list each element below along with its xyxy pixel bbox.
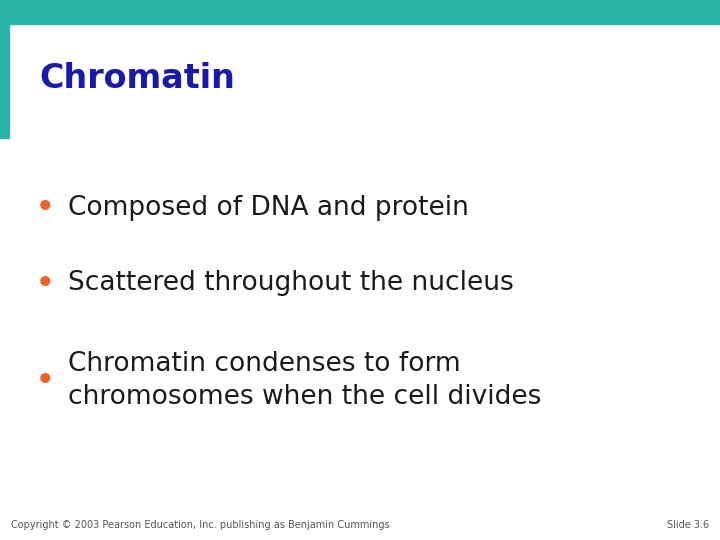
Text: Chromatin: Chromatin	[40, 62, 235, 95]
Text: Composed of DNA and protein: Composed of DNA and protein	[68, 195, 469, 221]
Text: Copyright © 2003 Pearson Education, Inc. publishing as Benjamin Cummings: Copyright © 2003 Pearson Education, Inc.…	[11, 520, 390, 530]
Text: •: •	[35, 267, 55, 300]
Text: Slide 3.6: Slide 3.6	[667, 520, 709, 530]
Text: •: •	[35, 364, 55, 397]
Text: Chromatin condenses to form
chromosomes when the cell divides: Chromatin condenses to form chromosomes …	[68, 351, 541, 410]
Text: Scattered throughout the nucleus: Scattered throughout the nucleus	[68, 271, 514, 296]
Text: •: •	[35, 191, 55, 225]
Bar	[0, 24, 9, 138]
Bar	[0, 0, 720, 24]
